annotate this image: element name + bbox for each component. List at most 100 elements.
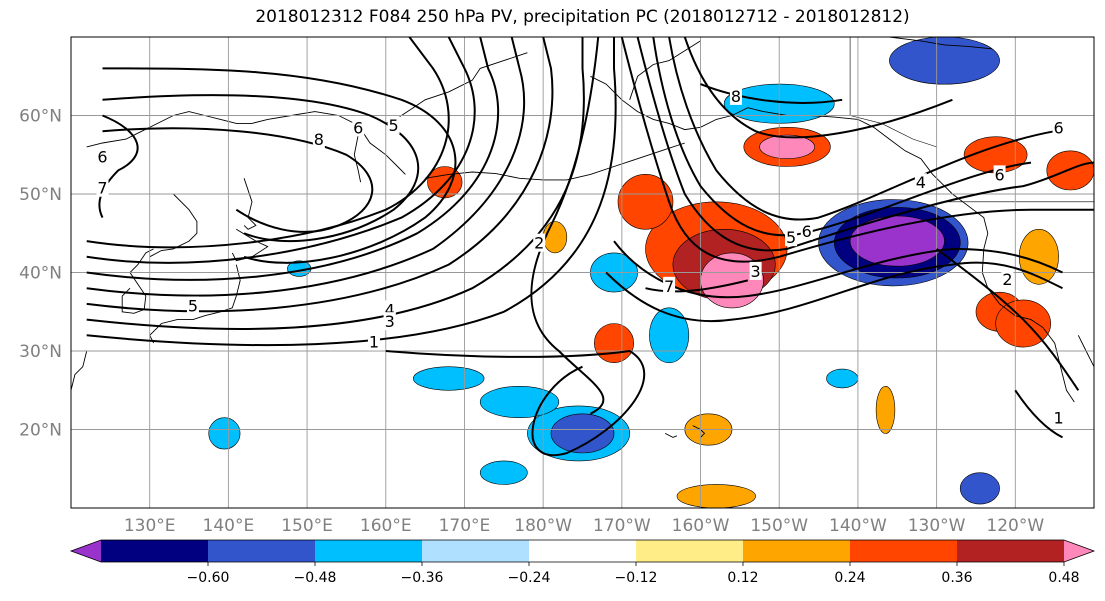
contour-label: 7 bbox=[664, 277, 674, 296]
contour-label: 5 bbox=[786, 228, 796, 247]
contour-label-bg bbox=[96, 147, 109, 166]
pv-contour bbox=[102, 67, 457, 264]
colorbar-swatch bbox=[315, 540, 423, 562]
precip-blob bbox=[208, 417, 241, 450]
pv-contour bbox=[385, 349, 646, 457]
colorbar-tick-label: −0.48 bbox=[294, 570, 337, 586]
colorbar-tick-label: −0.24 bbox=[508, 570, 551, 586]
colorbar-swatch bbox=[957, 540, 1065, 562]
longitude-tick-label: 150°E bbox=[281, 516, 333, 536]
coastline bbox=[425, 142, 685, 181]
contour-label-bg bbox=[383, 312, 396, 331]
longitude-tick-label: 180°W bbox=[514, 516, 572, 536]
coastline bbox=[664, 432, 678, 438]
coastline bbox=[121, 248, 154, 314]
contour-label-bg bbox=[1001, 269, 1014, 288]
colorbar-extend-high bbox=[1064, 540, 1094, 562]
contour-label-bg bbox=[729, 86, 742, 105]
pv-contour bbox=[936, 248, 1080, 391]
latitude-tick-label: 50°N bbox=[19, 185, 62, 205]
pv-contour bbox=[102, 94, 420, 243]
coastline bbox=[889, 37, 992, 50]
pv-contour bbox=[86, 37, 526, 297]
precip-blob bbox=[649, 307, 690, 364]
contour-label: 6 bbox=[1053, 118, 1063, 137]
contour-label-bg bbox=[96, 178, 109, 197]
pv-contour bbox=[605, 261, 1063, 323]
longitude-tick-label: 140°W bbox=[829, 516, 887, 536]
colorbar-swatch bbox=[422, 540, 530, 562]
pv-contour bbox=[652, 37, 1032, 237]
contour-label: 8 bbox=[314, 130, 324, 149]
latitude-tick-label: 30°N bbox=[19, 342, 62, 362]
longitude-tick-label: 170°W bbox=[593, 516, 651, 536]
longitude-tick-label: 130°W bbox=[908, 516, 966, 536]
pv-contour bbox=[645, 279, 749, 293]
pv-contour bbox=[683, 37, 953, 139]
precip-blob bbox=[889, 37, 1000, 85]
latitude-tick-label: 40°N bbox=[19, 264, 62, 284]
coastline bbox=[149, 193, 198, 258]
pv-contour bbox=[530, 37, 605, 415]
contour-label: 4 bbox=[385, 300, 395, 319]
colorbar-tick-label: −0.36 bbox=[401, 570, 444, 586]
longitude-tick-label: 140°E bbox=[203, 516, 255, 536]
colorbar-tick-label: −0.60 bbox=[187, 570, 230, 586]
pv-contour bbox=[98, 114, 139, 219]
pv-contour bbox=[102, 127, 374, 233]
contour-label: 4 bbox=[916, 173, 926, 192]
precip-blob bbox=[593, 323, 634, 364]
contour-label: 3 bbox=[751, 262, 761, 281]
longitude-tick-label: 130°E bbox=[124, 516, 176, 536]
precip-blob bbox=[875, 385, 896, 434]
contour-label: 6 bbox=[97, 147, 107, 166]
contour-label-bg bbox=[533, 233, 546, 252]
contour-label-bg bbox=[800, 221, 813, 240]
contour-label-bg bbox=[749, 261, 762, 280]
pv-contour bbox=[668, 37, 1055, 221]
contour-label-bg bbox=[312, 130, 325, 149]
colorbar-outline bbox=[69, 539, 1096, 563]
contour-label-bg bbox=[367, 332, 380, 351]
pv-contour bbox=[86, 37, 500, 281]
chart-title: 2018012312 F084 250 hPa PV, precipitatio… bbox=[255, 7, 910, 27]
colorbar-extend-low bbox=[71, 540, 101, 562]
contour-label-bg bbox=[352, 118, 365, 137]
contour-label: 5 bbox=[389, 116, 399, 135]
longitude-labels: 130°E 140°E 150°E 160°E 170°E 180°W 170°W 160°W… bbox=[124, 516, 1045, 536]
contour-label: 3 bbox=[385, 312, 395, 331]
contour-label-bg bbox=[993, 165, 1006, 184]
pv-contour bbox=[86, 37, 450, 249]
colorbar-swatch bbox=[850, 540, 958, 562]
latitude-tick-label: 60°N bbox=[19, 107, 62, 127]
contour-label-bg bbox=[186, 296, 199, 315]
contour-label: 6 bbox=[802, 222, 812, 241]
latitude-labels: 20°N 30°N 40°N 50°N 60°N bbox=[19, 107, 62, 441]
colorbar-swatch bbox=[743, 540, 851, 562]
longitude-tick-label: 160°W bbox=[672, 516, 730, 536]
longitude-tick-label: 150°W bbox=[750, 516, 808, 536]
precip-blob bbox=[550, 413, 615, 454]
contour-label-bg bbox=[387, 115, 400, 134]
contour-label: 2 bbox=[534, 234, 544, 253]
precip-blob bbox=[542, 221, 568, 254]
precip-blob bbox=[759, 134, 815, 159]
contour-label: 1 bbox=[369, 333, 379, 352]
colorbar: −0.60 −0.48 −0.36 −0.24 −0.12 0.12 0.24 0.36 0.4… bbox=[69, 539, 1096, 586]
contour-label: 5 bbox=[188, 296, 198, 315]
contour-label: 6 bbox=[353, 118, 363, 137]
colorbar-tick-label: 0.12 bbox=[727, 570, 758, 586]
colorbar-swatch bbox=[636, 540, 744, 562]
precip-blob bbox=[826, 368, 859, 389]
precip-blob bbox=[413, 366, 485, 391]
coastline bbox=[692, 425, 706, 438]
border-line bbox=[850, 115, 937, 148]
precip-blob bbox=[479, 460, 528, 485]
map-frame bbox=[70, 36, 1095, 509]
contour-label-bg bbox=[785, 228, 798, 247]
colorbar-tick-label: 0.24 bbox=[834, 570, 865, 586]
pv-contour bbox=[86, 37, 617, 347]
coastline bbox=[385, 52, 528, 124]
